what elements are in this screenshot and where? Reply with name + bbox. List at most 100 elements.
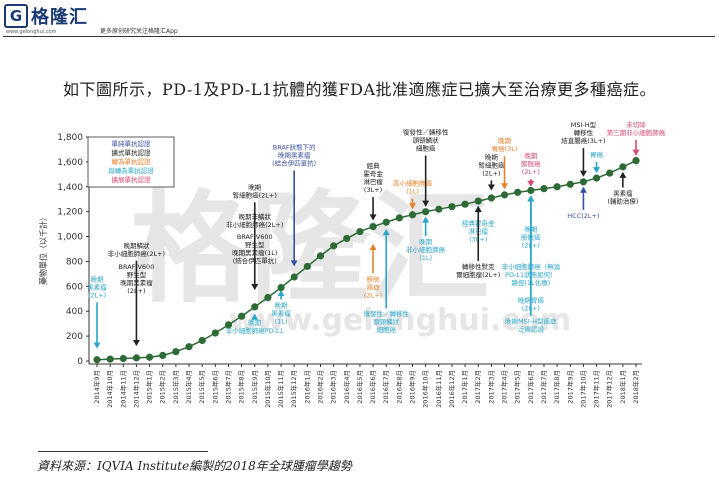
data-point — [395, 214, 403, 222]
data-point — [198, 336, 206, 345]
data-point — [514, 188, 522, 196]
x-tick-label: 2015年5月 — [197, 370, 206, 404]
data-point — [251, 303, 259, 311]
chart-title: 如下圖所示，PD-1及PD-L1抗體的獲FDA批准適應症已擴大至治療更多種癌症。 — [62, 80, 657, 99]
header-bar: G 格隆汇 www.gelonghui.com 更多原创研究关注格隆汇App — [0, 0, 719, 46]
x-tick-label: 2017年12月 — [605, 370, 614, 408]
legend-entry: 單純單抗認證 — [112, 139, 152, 148]
x-tick-label: 2015年9月 — [250, 370, 259, 404]
y-tick-label: 1,600 — [57, 158, 83, 168]
logo-text: 格隆汇 — [31, 7, 88, 28]
annotation-label: BRAF V600 野生型晚期黑素瘤(1L) (結合伊匹單抗) — [232, 233, 277, 265]
x-tick-label: 2017年1月 — [460, 370, 469, 404]
header-tagline: 更多原创研究关注格隆汇App — [100, 28, 178, 35]
legend-box — [87, 136, 175, 188]
x-tick-label: 2016年4月 — [342, 370, 351, 404]
y-axis-label: 藥物單位（以千計） — [38, 213, 48, 285]
data-point — [172, 348, 180, 356]
data-point — [224, 321, 233, 329]
annotation-arrowhead — [277, 290, 285, 297]
annotation-arrowhead — [579, 186, 587, 193]
data-point — [592, 174, 601, 182]
annotation-label: 晚期腎細胞癌(2L+) — [233, 182, 277, 199]
data-point — [435, 205, 443, 213]
annotation-label: 晚期膀胱癌(2L+) — [521, 151, 541, 176]
data-point — [106, 355, 114, 363]
annotation-arrowhead — [93, 342, 101, 349]
data-point — [303, 262, 311, 271]
x-tick-label: 2016年12月 — [447, 370, 456, 408]
data-point — [369, 223, 377, 231]
x-tick-label: 2017年8月 — [552, 370, 561, 404]
x-tick-label: 2014年11月 — [118, 370, 127, 408]
x-tick-label: 2017年2月 — [473, 370, 482, 404]
annotation-label: HCC(2L+) — [567, 212, 599, 220]
logo-icon: G — [4, 4, 28, 28]
x-tick-label: 2018年2月 — [631, 370, 640, 404]
x-tick-label: 2016年2月 — [315, 370, 324, 404]
data-point — [487, 194, 495, 202]
watermark-text: 格隆汇 — [130, 180, 490, 319]
data-point — [474, 197, 482, 205]
x-tick-label: 2015年10月 — [263, 370, 272, 408]
watermark-url: www.gelonghui.com — [229, 303, 571, 338]
x-tick-label: 2016年11月 — [434, 370, 443, 408]
annotation-arrowhead — [422, 200, 430, 207]
data-point — [619, 163, 627, 171]
data-point — [330, 242, 338, 250]
legend-entry: 擴式單抗認證 — [112, 148, 152, 157]
annotation-arrowhead — [579, 170, 587, 177]
logo-url: www.gelonghui.com — [6, 29, 57, 35]
annotation-label: 晚期黑素瘤(2L+) — [87, 274, 107, 299]
x-tick-label: 2016年6月 — [368, 370, 377, 404]
annotation-arrowhead — [501, 183, 509, 190]
x-tick-label: 2015年1月 — [145, 370, 154, 404]
data-point — [277, 283, 285, 292]
data-point — [145, 353, 154, 361]
annotation-label: 晚期非小細胞肺癌(1L) — [406, 237, 446, 262]
data-point — [93, 356, 101, 364]
x-tick-label: 2017年5月 — [513, 370, 522, 404]
data-point — [343, 234, 351, 243]
x-tick-label: 2016年7月 — [381, 370, 390, 404]
annotation-label: 復發性／轉移性頭頸鱗狀細胞癌 — [363, 309, 409, 334]
x-tick-label: 2014年12月 — [131, 370, 140, 408]
x-tick-label: 2016年9月 — [408, 370, 417, 404]
data-point — [119, 354, 127, 363]
x-tick-label: 2017年11月 — [592, 370, 601, 408]
annotation-arrowhead — [527, 195, 535, 202]
annotation-label: 轉移性默克爾細胞瘤(2L+) — [456, 262, 500, 279]
data-point — [238, 312, 246, 320]
data-point — [356, 227, 364, 236]
data-point — [461, 200, 469, 208]
data-point — [290, 273, 298, 281]
annotation-label: 未切除第三期非小細胞肺癌 — [607, 120, 666, 137]
x-tick-label: 2014年9月 — [92, 370, 101, 404]
data-point — [159, 351, 167, 359]
annotation-arrowhead — [593, 167, 601, 174]
y-tick-label: 1,800 — [57, 133, 83, 143]
x-tick-label: 2015年7月 — [223, 370, 232, 404]
data-point — [316, 252, 325, 260]
annotation-arrowhead — [251, 284, 259, 291]
annotation-arrowhead — [290, 260, 298, 267]
annotation-label: 胃癌 — [590, 150, 604, 159]
annotation-label: 晚期腎細胞癌(2L+) — [478, 152, 505, 177]
annotation-arrowhead — [474, 206, 482, 213]
x-tick-label: 2017年4月 — [500, 370, 509, 404]
x-tick-label: 2015年12月 — [289, 370, 298, 408]
annotation-label: 經典霍奇金淋巴瘤(3L+) — [363, 161, 383, 194]
data-point — [211, 329, 219, 337]
x-tick-label: 2017年7月 — [539, 370, 548, 404]
data-point — [185, 343, 193, 351]
y-tick-label: 200 — [66, 332, 83, 342]
annotation-label: 膀胱癌症(2L+) — [364, 274, 382, 299]
x-tick-label: 2017年9月 — [565, 370, 574, 404]
annotation-label: 晚期黑素瘤(1L) — [271, 300, 291, 325]
annotation-label: 晚期非小細胞肺癌PD-L1 — [226, 318, 284, 335]
x-tick-label: 2016年5月 — [355, 370, 364, 404]
data-point — [540, 185, 548, 193]
x-tick-label: 2016年8月 — [394, 370, 403, 404]
y-tick-label: 600 — [66, 282, 83, 292]
